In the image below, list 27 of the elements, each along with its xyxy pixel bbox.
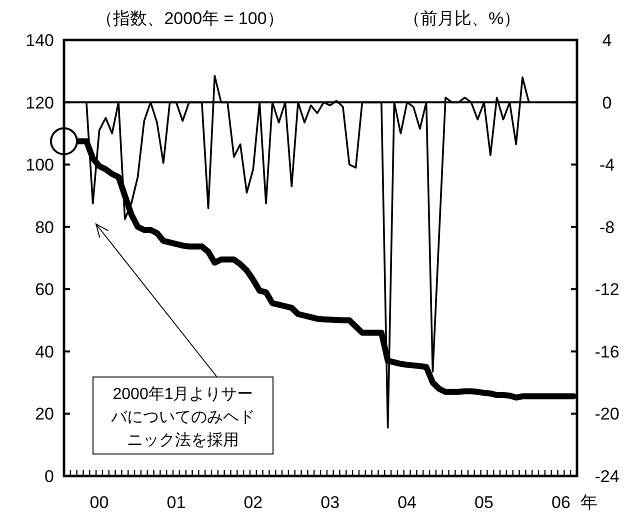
y2-tick-label: -4 [599,156,615,175]
x-tick-label: 02 [244,493,263,512]
y2-tick-label: -12 [594,280,620,300]
x-tick-label: 04 [398,493,417,512]
annotation: 2000年1月よりサーバについてのみヘドニック法を採用 [110,386,255,449]
y2-tick-label: -8 [599,218,615,237]
x-axis-title: 年 [580,493,598,512]
y2-tick-label: 0 [602,93,612,112]
y2-tick-label: -20 [594,404,620,424]
y-tick-label: 40 [35,342,54,362]
x-tick-label: 01 [166,493,186,512]
y-tick-label: 0 [44,467,54,486]
y-axis-title: （指数、2000年 = 100） [96,9,284,28]
y-tick-label: 80 [35,218,54,237]
x-tick-label: 06 [552,493,570,512]
y-tick-label: 60 [35,280,54,300]
x-tick-label: 05 [474,493,494,512]
x-tick-label: 03 [320,493,340,512]
y-tick-label: 20 [35,404,54,424]
y2-tick-label: 4 [602,31,612,50]
y2-tick-label: -24 [594,467,620,486]
y2-axis-title: （前月比、%） [403,9,521,28]
x-tick-label: 00 [90,493,109,512]
y-tick-label: 100 [26,156,54,175]
y2-tick-label: -16 [594,342,620,362]
y-tick-label: 140 [26,31,54,50]
y-tick-label: 120 [26,93,54,112]
